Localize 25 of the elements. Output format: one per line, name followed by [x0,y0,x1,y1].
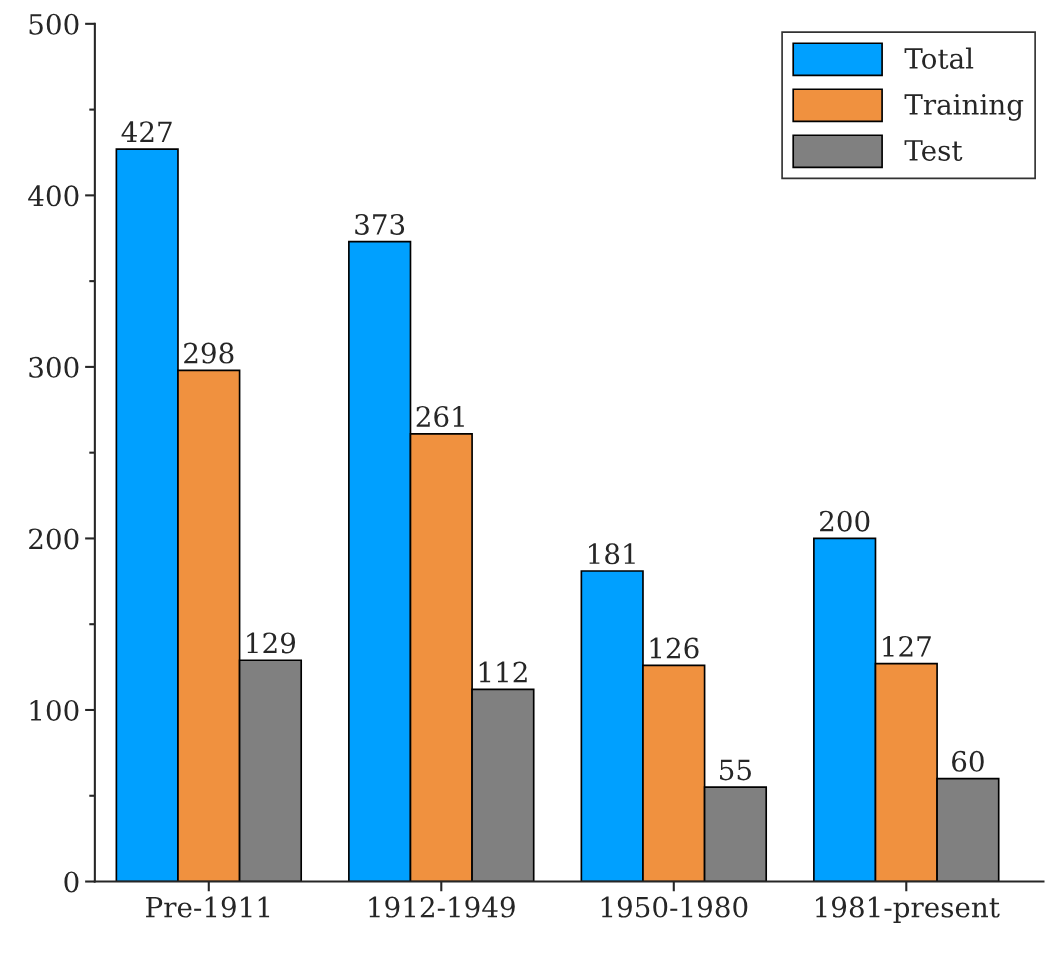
data-label: 373 [355,213,405,235]
data-label: 181 [589,543,635,565]
y-tick-label: 500 [29,13,79,35]
data-label: 127 [883,635,931,657]
data-label: 200 [820,510,870,532]
x-tick-label: Pre-1911 [146,896,270,918]
data-label: 427 [121,121,172,142]
x-tick-label: 1950-1980 [601,896,748,918]
legend-label: Total [904,47,974,69]
legend-label: Training [904,94,1024,121]
data-label: 55 [720,759,751,781]
data-label: 298 [184,342,234,364]
data-label: 261 [416,406,464,428]
y-tick-label: 100 [30,699,79,721]
data-label: 112 [479,661,527,683]
y-tick-label: 200 [29,528,79,550]
data-label: 129 [247,632,296,654]
y-tick-label: 400 [28,185,79,207]
y-tick-label: 300 [29,356,79,378]
data-label: 60 [952,750,984,772]
data-label: 126 [650,637,699,659]
x-tick-label: 1912-1949 [369,896,515,918]
x-tick-label: 1981-present [816,896,1000,923]
y-tick-label: 0 [64,871,79,893]
legend-label: Test [904,140,963,161]
